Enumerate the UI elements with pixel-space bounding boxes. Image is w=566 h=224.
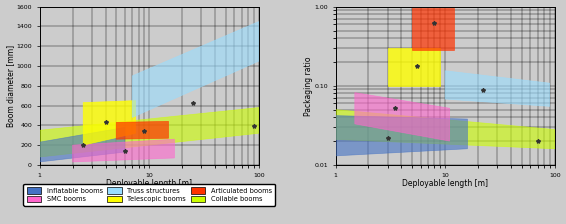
- X-axis label: Deployable length [m]: Deployable length [m]: [106, 179, 192, 188]
- Polygon shape: [445, 71, 550, 106]
- Polygon shape: [40, 108, 259, 157]
- Y-axis label: Boom diameter [mm]: Boom diameter [mm]: [6, 45, 15, 127]
- Polygon shape: [388, 48, 440, 86]
- Legend: Inflatable booms, SMC booms, Truss structures, Telescopic booms, Articulated boo: Inflatable booms, SMC booms, Truss struc…: [23, 184, 275, 206]
- Polygon shape: [355, 93, 449, 141]
- Y-axis label: Packaging ratio: Packaging ratio: [304, 56, 313, 116]
- Polygon shape: [40, 127, 125, 162]
- Polygon shape: [116, 121, 169, 139]
- Polygon shape: [336, 110, 555, 149]
- Polygon shape: [412, 9, 454, 50]
- X-axis label: Deployable length [m]: Deployable length [m]: [402, 179, 488, 188]
- Polygon shape: [83, 101, 135, 145]
- Polygon shape: [132, 22, 259, 117]
- Polygon shape: [72, 139, 174, 162]
- Polygon shape: [336, 116, 468, 156]
